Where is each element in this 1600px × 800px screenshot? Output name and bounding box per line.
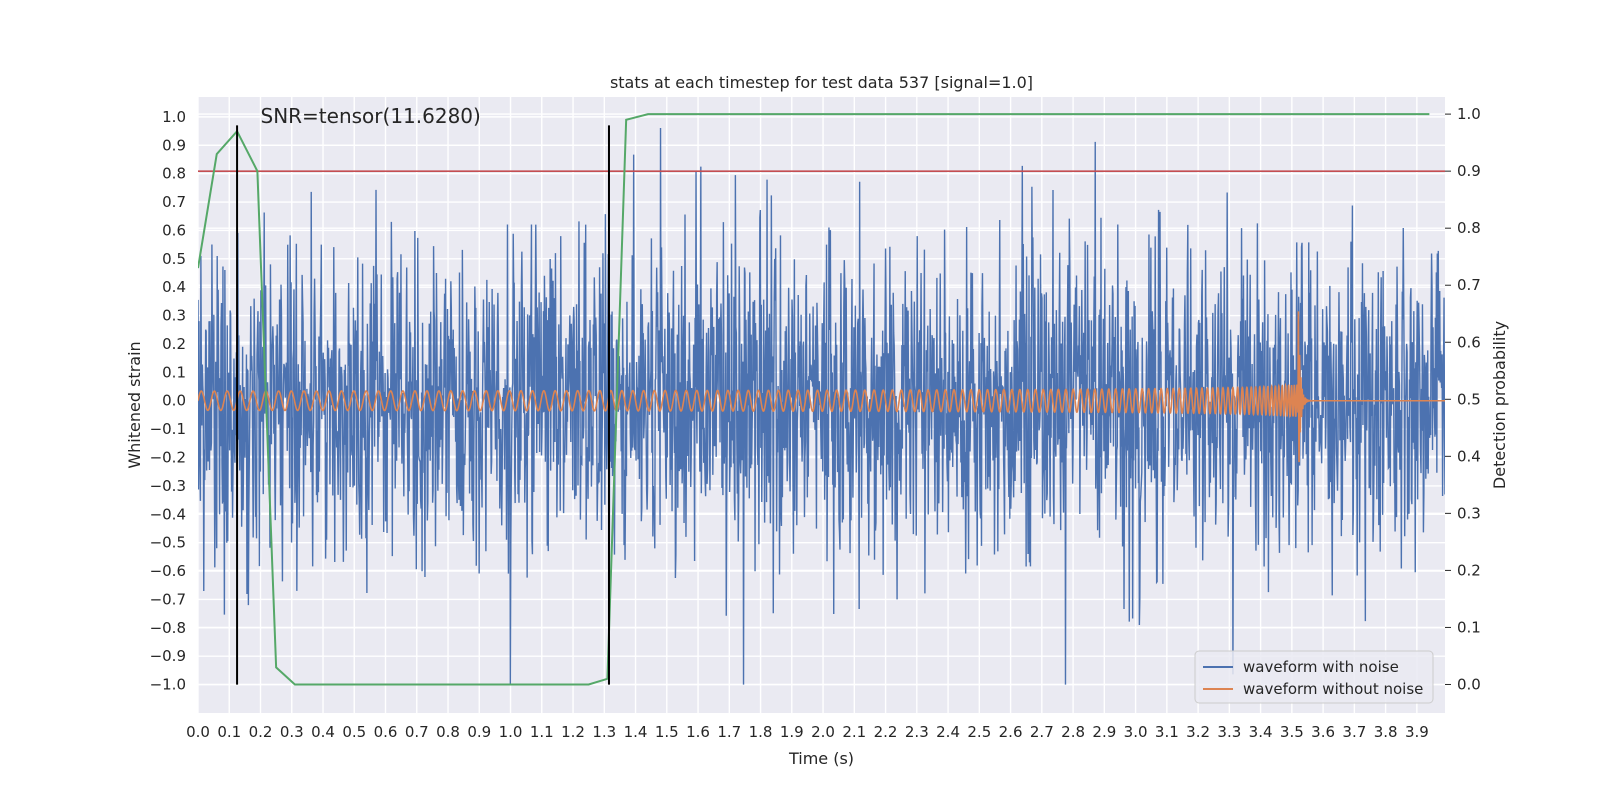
legend — [1194, 650, 1434, 704]
x-axis-label: Time (s) — [788, 749, 854, 768]
y-tick-label: −0.7 — [150, 590, 186, 608]
x-tick-label: 3.0 — [1124, 723, 1148, 741]
y-tick-label: 0.7 — [162, 193, 186, 211]
y-tick-label: 0.8 — [162, 165, 186, 183]
y-tick-label: 0.0 — [162, 392, 186, 410]
y-right-tick-label: 0.8 — [1457, 219, 1481, 237]
y-right-tick-label: 0.4 — [1457, 447, 1481, 465]
y-tick-label: −0.8 — [150, 619, 186, 637]
x-tick-label: 1.5 — [655, 723, 679, 741]
x-tick-label: 2.6 — [999, 723, 1023, 741]
y-tick-label: −0.5 — [150, 534, 186, 552]
x-tick-label: 0.6 — [374, 723, 398, 741]
chart-title: stats at each timestep for test data 537… — [610, 73, 1033, 92]
x-tick-label: 2.7 — [1030, 723, 1054, 741]
y-right-tick-label: 0.6 — [1457, 333, 1481, 351]
x-tick-label: 1.6 — [686, 723, 710, 741]
tick-labels: 0.0 0.1 0.2 0.3 0.4 0.5 0.6 0.7 0.8 0.9 1.0 1.1 1.2 1… — [150, 105, 1481, 741]
x-tick-label: 3.6 — [1311, 723, 1335, 741]
x-tick-label: 3.2 — [1186, 723, 1210, 741]
data-layer — [198, 113, 1445, 686]
x-tick-label: 0.9 — [467, 723, 491, 741]
x-tick-label: 1.2 — [561, 723, 585, 741]
x-tick-label: 3.1 — [1155, 723, 1179, 741]
y-right-tick-label: 1.0 — [1457, 105, 1481, 123]
y-tick-label: −0.3 — [150, 477, 186, 495]
x-tick-label: 2.2 — [874, 723, 898, 741]
series-waveform-without-noise — [198, 311, 1445, 463]
x-tick-label: 1.3 — [592, 723, 616, 741]
x-tick-label: 2.8 — [1061, 723, 1085, 741]
y-right-axis-label: Detection probability — [1490, 321, 1509, 489]
legend-label-noisy: waveform with noise — [1243, 658, 1399, 676]
y-tick-label: 0.3 — [162, 307, 186, 325]
x-tick-label: 3.4 — [1249, 723, 1273, 741]
x-tick-label: 2.0 — [811, 723, 835, 741]
y-tick-label: −0.1 — [150, 420, 186, 438]
x-tick-label: 3.9 — [1405, 723, 1429, 741]
x-tick-label: 3.7 — [1342, 723, 1366, 741]
y-right-tick-label: 0.1 — [1457, 618, 1481, 636]
x-tick-label: 2.9 — [1092, 723, 1116, 741]
x-tick-label: 0.1 — [217, 723, 241, 741]
x-tick-label: 3.5 — [1280, 723, 1304, 741]
x-tick-label: 3.3 — [1217, 723, 1241, 741]
x-tick-label: 0.3 — [280, 723, 304, 741]
x-tick-label: 0.5 — [342, 723, 366, 741]
y-tick-label: −1.0 — [150, 676, 186, 694]
y-axis-label: Whitened strain — [125, 341, 144, 468]
y-right-tick-label: 0.0 — [1457, 675, 1481, 693]
x-tick-label: 2.3 — [905, 723, 929, 741]
x-tick-label: 1.7 — [717, 723, 741, 741]
y-tick-label: 0.4 — [162, 278, 186, 296]
y-tick-label: 0.5 — [162, 250, 186, 268]
x-tick-label: 0.8 — [436, 723, 460, 741]
x-tick-label: 3.8 — [1374, 723, 1398, 741]
x-tick-label: 1.9 — [780, 723, 804, 741]
y-right-tick-label: 0.2 — [1457, 561, 1481, 579]
x-tick-label: 0.0 — [186, 723, 210, 741]
x-tick-label: 2.5 — [967, 723, 991, 741]
legend-box — [1194, 650, 1434, 704]
y-tick-label: 0.6 — [162, 221, 186, 239]
y-tick-label: −0.4 — [150, 505, 186, 523]
x-tick-label: 2.1 — [842, 723, 866, 741]
y-tick-label: −0.9 — [150, 647, 186, 665]
x-tick-label: 0.7 — [405, 723, 429, 741]
y-tick-label: 0.9 — [162, 136, 186, 154]
y-right-tick-label: 0.7 — [1457, 276, 1481, 294]
x-tick-label: 2.4 — [936, 723, 960, 741]
y-tick-label: −0.6 — [150, 562, 186, 580]
series-waveform-with-noise — [198, 127, 1445, 685]
y-right-tick-label: 0.3 — [1457, 504, 1481, 522]
y-tick-label: −0.2 — [150, 449, 186, 467]
y-right-tick-label: 0.5 — [1457, 390, 1481, 408]
x-tick-label: 1.8 — [749, 723, 773, 741]
legend-label-clean: waveform without noise — [1243, 680, 1423, 698]
y-tick-label: 0.2 — [162, 335, 186, 353]
x-tick-label: 1.0 — [499, 723, 523, 741]
x-tick-label: 0.2 — [249, 723, 273, 741]
y-tick-label: 1.0 — [162, 108, 186, 126]
x-tick-label: 1.4 — [624, 723, 648, 741]
y-right-tick-label: 0.9 — [1457, 162, 1481, 180]
y-tick-label: 0.1 — [162, 363, 186, 381]
x-tick-label: 1.1 — [530, 723, 554, 741]
snr-annotation: SNR=tensor(11.6280) — [261, 104, 481, 128]
x-tick-label: 0.4 — [311, 723, 335, 741]
